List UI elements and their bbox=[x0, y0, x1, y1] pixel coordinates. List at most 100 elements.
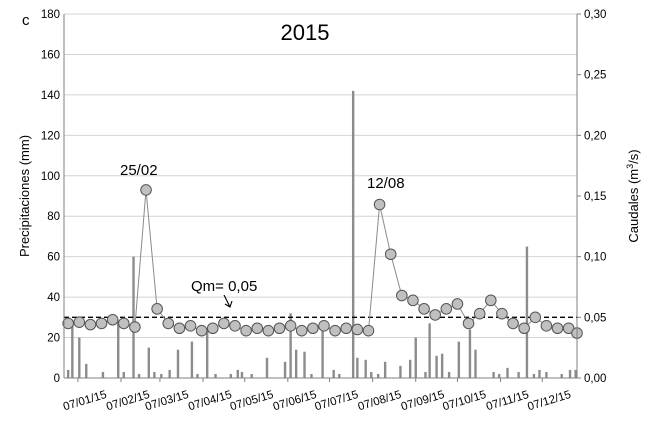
precipitation-bar bbox=[440, 353, 444, 378]
precipitation-bar bbox=[66, 369, 70, 378]
mean-flow-arrowhead bbox=[224, 300, 233, 308]
y-left-tick-label: 0 bbox=[54, 373, 60, 385]
precipitation-bars bbox=[66, 90, 577, 378]
flow-point bbox=[206, 322, 219, 335]
precipitation-bar bbox=[117, 321, 120, 378]
flow-point bbox=[229, 320, 241, 332]
precipitation-bar bbox=[408, 359, 412, 378]
x-tick-label: 07/05/15 bbox=[229, 389, 275, 414]
flow-point bbox=[129, 321, 141, 333]
precipitation-bar bbox=[545, 371, 548, 378]
peak-annotation-2: 12/08 bbox=[367, 175, 405, 192]
y-left-tick-label: 100 bbox=[41, 171, 60, 183]
flow-point bbox=[362, 324, 375, 337]
precipitation-bar bbox=[229, 373, 233, 378]
flow-point bbox=[273, 322, 286, 335]
precipitation-bar bbox=[78, 337, 81, 378]
precipitation-bar bbox=[474, 349, 477, 378]
precipitation-bar bbox=[303, 351, 306, 378]
precipitation-bar bbox=[532, 373, 536, 378]
y-right-tick-label: 0,20 bbox=[584, 130, 606, 142]
y-right-axis-title-tail: /s) bbox=[626, 149, 641, 163]
precipitation-bar bbox=[538, 369, 541, 378]
y-left-tick-label: 120 bbox=[41, 130, 60, 142]
precipitation-bar bbox=[168, 369, 171, 378]
flow-point bbox=[140, 184, 152, 196]
precipitation-bar bbox=[176, 349, 180, 378]
flow-point bbox=[307, 322, 319, 335]
precipitation-bar bbox=[492, 371, 495, 378]
mean-flow-arrow bbox=[223, 294, 231, 308]
precipitation-bar bbox=[289, 313, 292, 378]
x-tick-label: 07/11/15 bbox=[485, 389, 531, 413]
precipitation-bar bbox=[85, 363, 88, 378]
gridlines bbox=[64, 13, 577, 379]
precipitation-bar bbox=[399, 365, 402, 378]
flow-point bbox=[429, 309, 441, 321]
flow-point bbox=[173, 322, 186, 335]
y-right-axis-title: Caudales (m3/s) bbox=[625, 149, 641, 242]
precipitation-bar bbox=[517, 371, 520, 378]
flow-point bbox=[318, 320, 330, 332]
precipitation-bar bbox=[414, 337, 417, 378]
precipitation-bar bbox=[101, 371, 105, 378]
flow-point bbox=[551, 322, 564, 335]
precipitation-bar bbox=[250, 373, 253, 378]
flow-point bbox=[240, 324, 252, 337]
y-right-tick-label: 0,15 bbox=[584, 191, 606, 203]
flow-point bbox=[162, 317, 175, 330]
x-tick-label: 07/03/15 bbox=[144, 389, 190, 414]
flow-point bbox=[540, 320, 553, 332]
precipitation-bar bbox=[236, 369, 239, 378]
flow-point bbox=[117, 317, 130, 330]
x-tick-label: 07/06/15 bbox=[272, 389, 318, 414]
y-right-tick-label: 0,10 bbox=[584, 252, 606, 264]
precipitation-bar bbox=[447, 371, 451, 378]
flow-point bbox=[218, 317, 230, 330]
precipitation-bar bbox=[132, 256, 135, 378]
flow-point bbox=[496, 307, 508, 320]
precipitation-bar bbox=[137, 373, 141, 378]
flow-point bbox=[106, 313, 119, 326]
panel-label: c bbox=[22, 12, 30, 29]
y-left-tick-label: 180 bbox=[41, 9, 60, 21]
flow-point bbox=[518, 322, 530, 335]
x-tick-label: 07/09/15 bbox=[400, 389, 446, 414]
x-tick-label: 07/10/15 bbox=[441, 389, 487, 414]
flow-point bbox=[440, 303, 453, 315]
flow-point bbox=[373, 198, 386, 211]
flow-point bbox=[84, 318, 97, 331]
precipitation-bar bbox=[338, 373, 341, 378]
precipitation-bar bbox=[153, 371, 156, 378]
precipitation-bar bbox=[205, 329, 209, 378]
precipitation-bar bbox=[160, 373, 163, 378]
precipitation-bar bbox=[351, 90, 355, 378]
text-labels: c 2015 Precipitaciones (mm) Caudales (m3… bbox=[17, 12, 641, 295]
precipitation-bar bbox=[560, 373, 563, 378]
flow-point bbox=[262, 324, 275, 337]
precipitation-bar bbox=[310, 373, 313, 378]
y-right-tick-label: 0,05 bbox=[584, 312, 606, 324]
precipitation-bar bbox=[196, 373, 199, 378]
flow-point bbox=[95, 317, 108, 330]
y-right-tick-label: 0,25 bbox=[584, 70, 606, 82]
precipitation-bar bbox=[122, 371, 125, 378]
x-tick-label: 07/04/15 bbox=[187, 389, 233, 414]
precipitation-bar bbox=[283, 361, 287, 378]
flow-point bbox=[251, 322, 264, 335]
flow-point bbox=[329, 324, 341, 337]
precipitation-bar bbox=[214, 373, 217, 378]
precipitation-bar bbox=[356, 357, 359, 378]
flow-point bbox=[507, 317, 519, 330]
flow-point bbox=[407, 294, 419, 307]
y-left-axis-title: Precipitaciones (mm) bbox=[17, 135, 32, 257]
precipitation-bar bbox=[497, 373, 501, 378]
flow-point bbox=[295, 324, 308, 337]
flow-point bbox=[529, 311, 542, 324]
precipitation-bar bbox=[321, 325, 324, 378]
flow-point bbox=[473, 307, 486, 320]
precipitation-bar bbox=[376, 373, 380, 378]
flow-point bbox=[485, 294, 497, 307]
